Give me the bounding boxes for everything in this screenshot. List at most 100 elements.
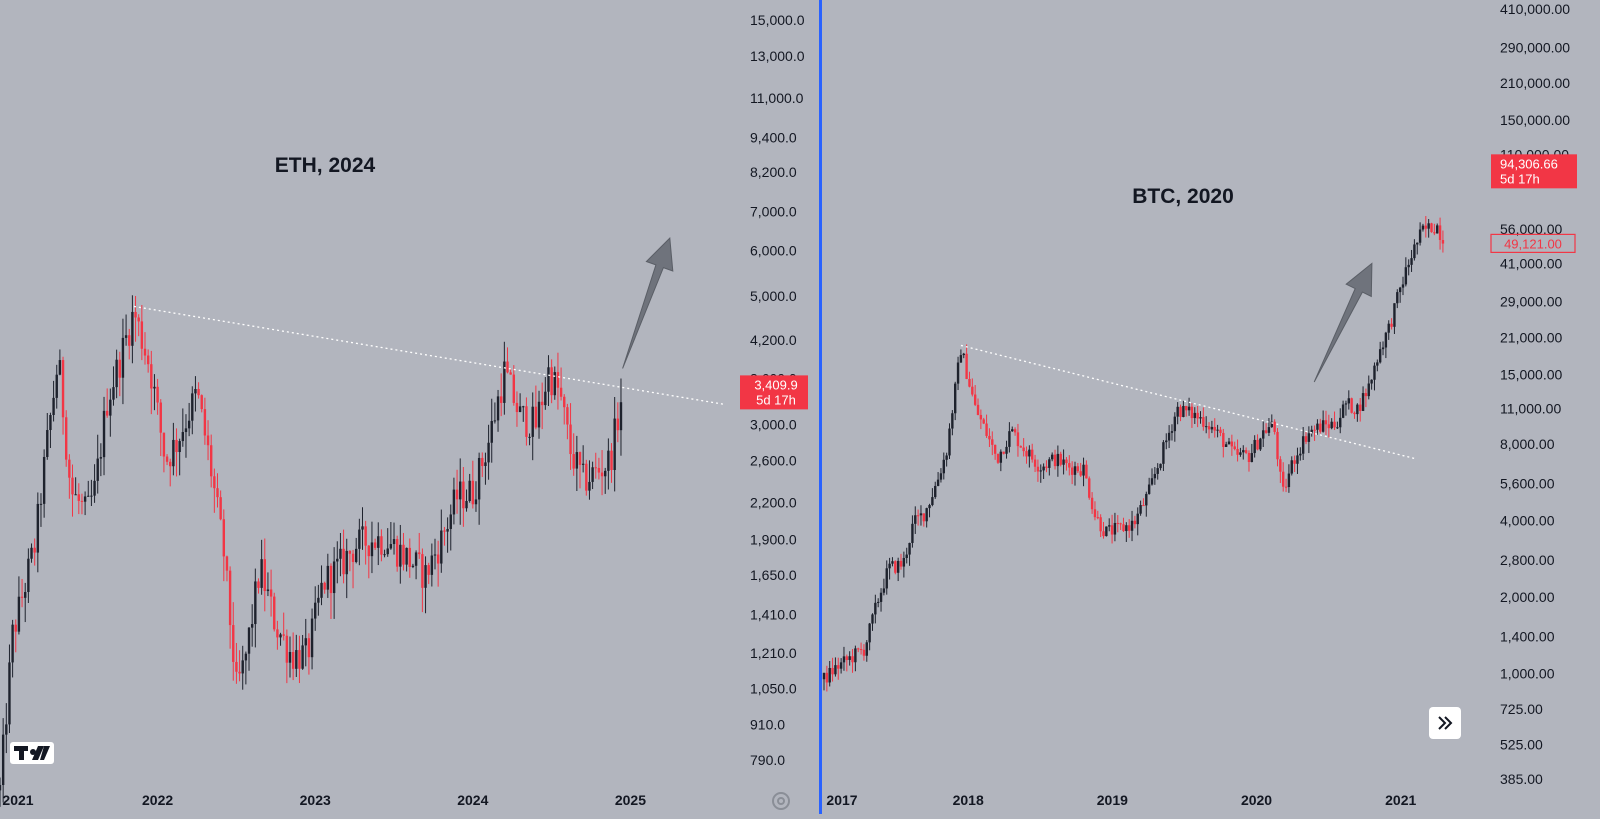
btc-candle-body xyxy=(988,435,991,440)
eth-candle xyxy=(499,373,503,417)
btc-candle xyxy=(1068,455,1071,476)
gear-icon[interactable] xyxy=(772,792,790,810)
btc-candle-body xyxy=(859,649,863,651)
btc-price-axis[interactable]: 410,000.00 290,000.00 210,000.00 150,000.00… xyxy=(1500,1,1570,787)
btc-candle-body xyxy=(948,428,951,456)
eth-candle-body xyxy=(496,396,500,421)
scroll-to-realtime-button[interactable] xyxy=(1429,707,1461,739)
btc-candle-body xyxy=(905,554,908,558)
btc-candle xyxy=(1165,433,1168,450)
eth-candle xyxy=(228,566,232,649)
btc-candle xyxy=(1130,510,1134,542)
eth-candle-body xyxy=(156,386,159,403)
btc-candle xyxy=(1193,407,1196,424)
eth-candle xyxy=(383,549,386,558)
eth-candle-body xyxy=(184,428,188,433)
eth-candle xyxy=(244,651,248,685)
btc-candle-body xyxy=(1293,460,1296,464)
eth-candle-body xyxy=(153,386,156,389)
eth-candle-body xyxy=(260,559,263,588)
btc-candle xyxy=(1227,437,1231,445)
btc-candle-body xyxy=(1173,416,1177,432)
eth-candle-body xyxy=(440,530,443,564)
btc-candle-body xyxy=(876,601,880,603)
eth-candle xyxy=(490,398,493,463)
eth-candle-body xyxy=(414,552,418,566)
btc-candle-body xyxy=(1113,522,1117,535)
btc-candle xyxy=(1053,449,1057,470)
btc-y-tick-label: 11,000.00 xyxy=(1500,401,1561,417)
btc-candle-body xyxy=(1282,471,1285,487)
eth-candle xyxy=(235,642,238,684)
btc-trendline[interactable] xyxy=(960,344,1416,460)
btc-candle xyxy=(1036,459,1040,482)
eth-candle xyxy=(150,350,153,415)
btc-candle xyxy=(968,371,971,388)
btc-time-axis[interactable]: 2017 2018 2019 2020 2021 xyxy=(826,792,1416,808)
tradingview-logo-icon[interactable] xyxy=(10,742,54,764)
eth-candle xyxy=(279,632,282,646)
eth-candle xyxy=(317,584,320,616)
eth-candle xyxy=(348,550,352,572)
btc-candle xyxy=(962,352,965,359)
eth-candle xyxy=(24,582,27,623)
btc-candle xyxy=(1336,421,1339,430)
btc-candle-body xyxy=(1108,525,1111,527)
eth-candle-body xyxy=(594,467,597,469)
btc-candle-body xyxy=(1025,451,1028,457)
eth-candle-body xyxy=(74,494,77,496)
eth-candle xyxy=(0,777,2,807)
btc-candle-body xyxy=(1313,429,1316,431)
btc-candle xyxy=(1421,223,1425,232)
eth-chart-panel[interactable]: ETH, 2024 15,000.0 13,000.0 11,000.0 9,400.… xyxy=(0,12,808,808)
btc-candle xyxy=(1376,359,1379,372)
eth-candle-body xyxy=(150,364,153,389)
btc-candle xyxy=(1005,440,1008,459)
btc-chart-title: BTC, 2020 xyxy=(1132,185,1234,208)
btc-candle-body xyxy=(828,667,831,683)
eth-candle-body xyxy=(550,367,553,396)
eth-y-tick-label: 15,000.0 xyxy=(750,12,805,28)
eth-candle xyxy=(140,304,144,361)
eth-candle xyxy=(506,347,509,374)
btc-price-line-box xyxy=(1490,233,1576,253)
btc-candle-body xyxy=(1039,470,1042,472)
eth-candle xyxy=(87,480,90,497)
btc-candle-body xyxy=(1339,417,1342,428)
btc-candle xyxy=(894,560,897,575)
btc-candle-body xyxy=(1073,466,1077,475)
btc-candle-body xyxy=(1418,229,1422,243)
eth-time-axis[interactable]: 2021 2022 2023 2024 2025 xyxy=(2,792,646,808)
btc-chart-panel[interactable]: BTC, 2020 410,000.00 290,000.00 210,000.00… xyxy=(822,1,1577,808)
eth-candle-body xyxy=(345,550,348,575)
btc-candle xyxy=(1065,457,1068,471)
eth-price-axis[interactable]: 15,000.0 13,000.0 11,000.0 9,400.0 8,200.0 7,… xyxy=(750,12,805,768)
eth-candle xyxy=(471,460,475,509)
eth-candle xyxy=(175,428,178,477)
eth-candle-body xyxy=(499,396,503,403)
eth-candle-body xyxy=(433,554,437,556)
eth-candle xyxy=(433,538,437,570)
eth-candle-body xyxy=(411,565,415,567)
eth-candle-body xyxy=(604,470,607,477)
eth-arrow[interactable] xyxy=(622,236,674,369)
btc-candle-body xyxy=(899,560,903,567)
btc-candle xyxy=(1413,239,1416,261)
eth-y-tick-label: 13,000.0 xyxy=(750,48,805,64)
btc-candle xyxy=(1353,411,1356,419)
btc-candle-body xyxy=(1307,433,1311,442)
btc-candle xyxy=(1216,424,1219,438)
eth-candle-body xyxy=(563,396,566,408)
eth-candle xyxy=(206,420,210,461)
eth-candle xyxy=(273,592,276,632)
eth-candle xyxy=(247,627,251,671)
btc-candle-body xyxy=(851,656,854,663)
eth-candle xyxy=(238,650,241,682)
btc-candle-body xyxy=(1145,493,1148,506)
eth-candle xyxy=(310,608,314,670)
btc-arrow[interactable] xyxy=(1313,262,1373,383)
panel-divider[interactable] xyxy=(819,0,822,814)
btc-candle-body xyxy=(1390,323,1393,327)
btc-candle xyxy=(1264,423,1268,434)
